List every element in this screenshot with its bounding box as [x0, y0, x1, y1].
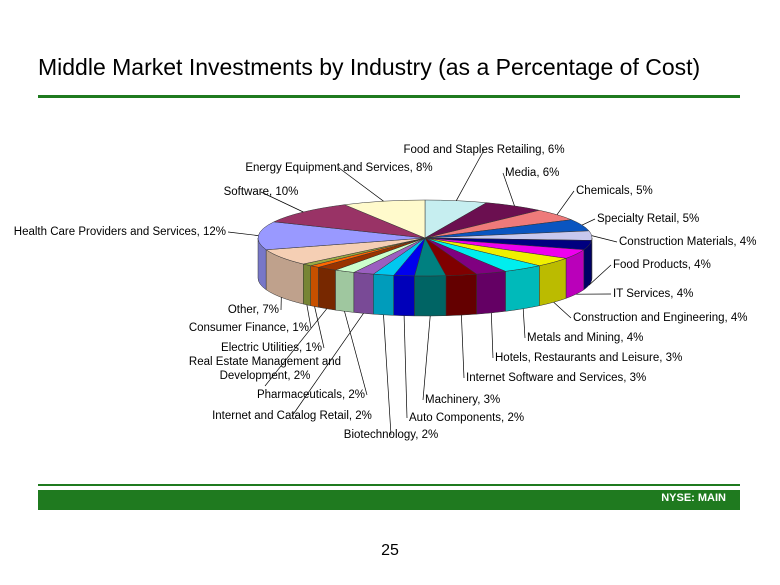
footer-rule: [38, 484, 740, 486]
leader-line: [383, 314, 392, 436]
slice-label: Real Estate Management and Development, 2…: [189, 356, 341, 382]
leader-line: [522, 308, 526, 339]
slice-label: Hotels, Restaurants and Leisure, 3%: [495, 352, 682, 364]
page-number: 25: [381, 542, 399, 559]
slice-label: Chemicals, 5%: [576, 185, 653, 197]
slice-side: [414, 275, 447, 317]
slice-label: Construction and Engineering, 4%: [573, 312, 748, 324]
leader-line: [344, 311, 368, 396]
leader-line: [422, 315, 431, 401]
leader-line: [264, 308, 328, 387]
leader-line: [581, 218, 596, 226]
slice-side: [353, 272, 374, 315]
slice-label: Pharmaceuticals, 2%: [257, 389, 365, 401]
page-title: Middle Market Investments by Industry (a…: [38, 54, 701, 80]
leader-line: [403, 315, 408, 419]
leader-line: [314, 306, 325, 349]
leader-line: [455, 149, 485, 201]
pie-slice: [257, 221, 426, 250]
slice-label: Specialty Retail, 5%: [597, 213, 699, 225]
slice-label: Media, 6%: [505, 167, 559, 179]
footer-bar: [38, 490, 740, 510]
leader-line: [490, 312, 494, 359]
slice-label: IT Services, 4%: [613, 288, 693, 300]
slice-side: [539, 258, 567, 307]
slice-label: Other, 7%: [228, 304, 279, 316]
slice-label: Energy Equipment and Services, 8%: [245, 162, 432, 174]
slice-label: Software, 10%: [224, 186, 299, 198]
slice-side: [310, 265, 319, 308]
leader-line: [306, 304, 312, 329]
slice-label: Internet and Catalog Retail, 2%: [212, 410, 372, 422]
leader-line: [260, 191, 304, 213]
slice-side: [335, 269, 355, 313]
slice-label: Health Care Providers and Services, 12%: [14, 226, 226, 238]
slice-side: [318, 266, 336, 311]
slice-side: [393, 275, 415, 317]
slice-label: Auto Components, 2%: [409, 412, 524, 424]
slice-side: [505, 265, 540, 312]
leader-line: [553, 301, 572, 319]
leader-line: [591, 235, 618, 243]
title-underline: [38, 95, 740, 98]
slice-side: [445, 273, 477, 316]
slice-label: Machinery, 3%: [425, 394, 500, 406]
slice-label: Biotechnology, 2%: [344, 429, 438, 441]
leader-line: [588, 264, 612, 286]
slice-label: Construction Materials, 4%: [619, 236, 756, 248]
leader-line: [291, 313, 364, 417]
leader-line: [227, 231, 259, 236]
leader-line: [556, 190, 575, 215]
slice-label: Electric Utilities, 1%: [221, 342, 322, 354]
slice-side: [476, 271, 506, 315]
leader-line: [461, 315, 465, 379]
slice-label: Internet Software and Services, 3%: [466, 372, 646, 384]
slice-side: [303, 263, 311, 307]
slice-label: Food and Staples Retailing, 6%: [403, 144, 564, 156]
slice-label: Consumer Finance, 1%: [189, 322, 309, 334]
slice-label: Food Products, 4%: [613, 259, 711, 271]
leader-line: [338, 167, 384, 202]
slice-label: Metals and Mining, 4%: [527, 332, 643, 344]
slice-side: [373, 273, 394, 316]
ticker-label: NYSE: MAIN: [661, 492, 726, 504]
leader-line: [502, 172, 515, 207]
